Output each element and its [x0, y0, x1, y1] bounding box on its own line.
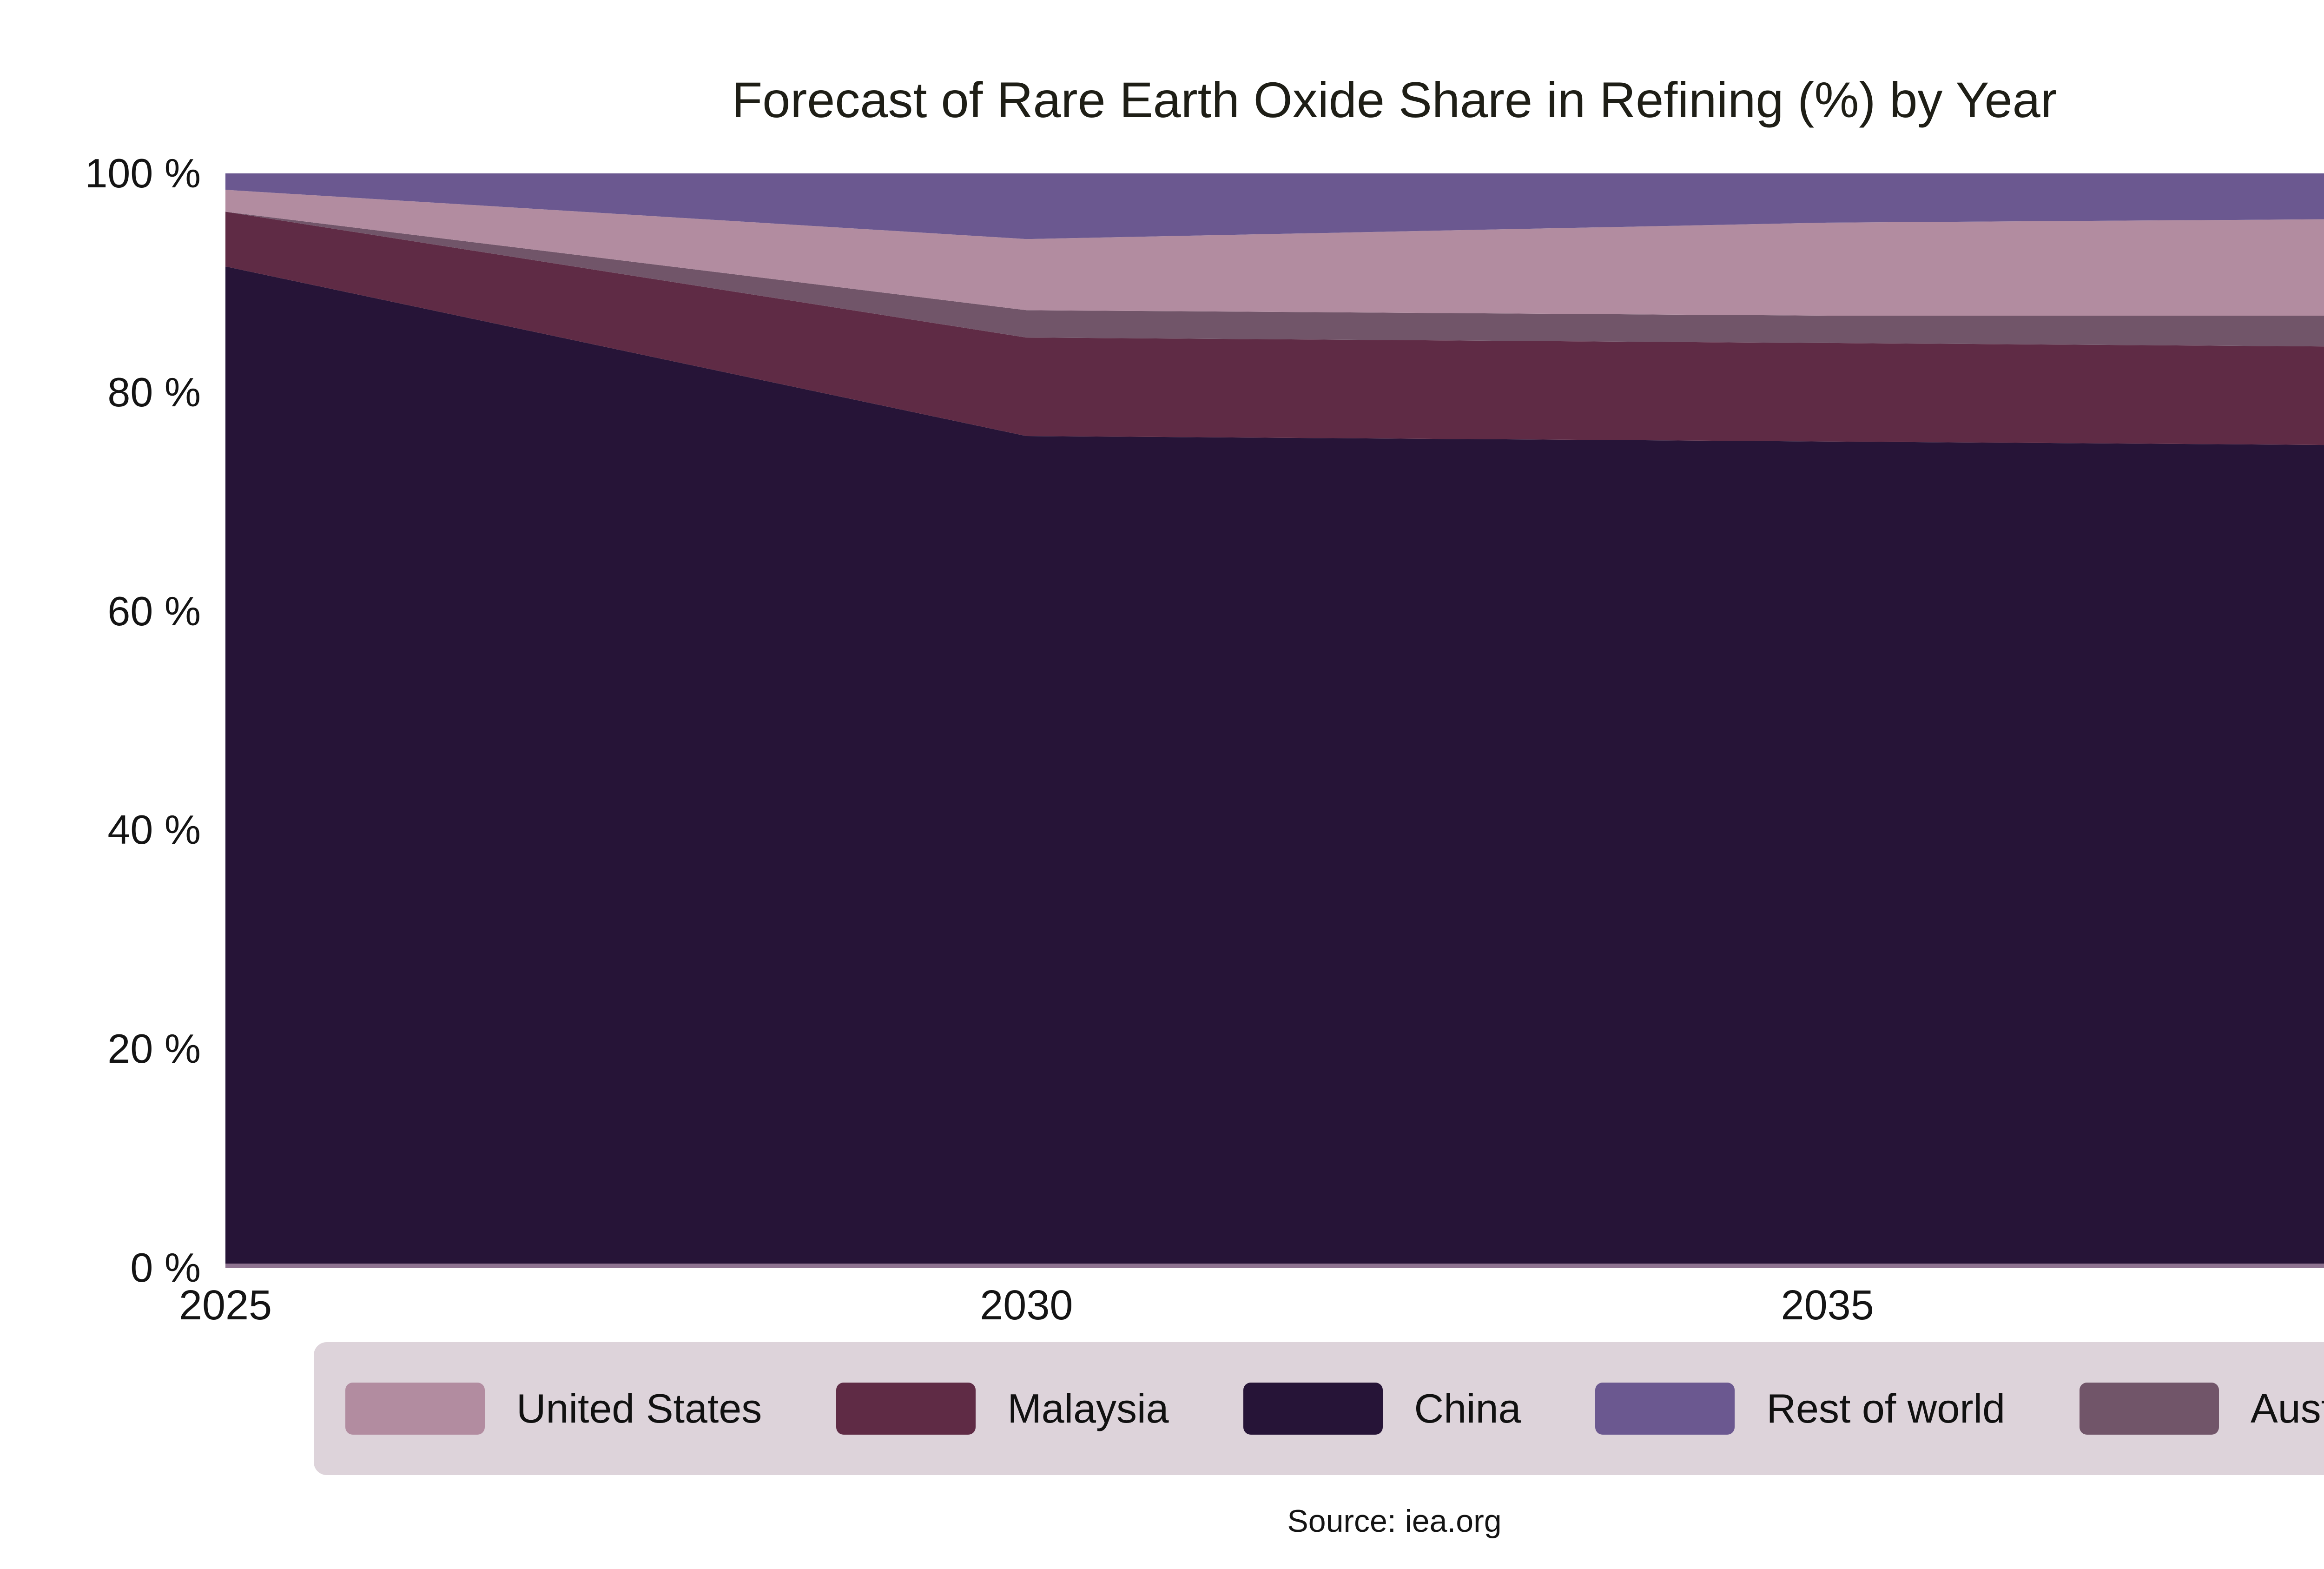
x-tick-label-2025: 2025 — [178, 1282, 272, 1329]
y-tick-label-20: 20 % — [107, 1026, 201, 1072]
legend-label-rest-of-world: Rest of world — [1766, 1385, 2006, 1431]
legend: United States Malaysia China Rest of world A… — [314, 1342, 2324, 1475]
legend-item-australia: Australia — [2080, 1383, 2324, 1435]
y-tick-label-80: 80 % — [107, 369, 201, 415]
legend-swatch-china — [1243, 1383, 1383, 1435]
legend-item-rest-of-world: Rest of world — [1595, 1383, 2005, 1435]
legend-swatch-rest-of-world — [1595, 1383, 1735, 1435]
legend-label-china: China — [1414, 1385, 1521, 1431]
chart-title: Forecast of Rare Earth Oxide Share in Re… — [732, 72, 2057, 128]
legend-label-australia: Australia — [2251, 1385, 2324, 1431]
legend-item-united-states: United States — [345, 1383, 762, 1435]
x-tick-label-2030: 2030 — [980, 1282, 1073, 1329]
y-tick-label-60: 60 % — [107, 588, 201, 634]
legend-item-malaysia: Malaysia — [836, 1383, 1169, 1435]
legend-swatch-australia — [2080, 1383, 2219, 1435]
area-series-rest-of-world — [225, 173, 2324, 239]
legend-label-united-states: United States — [516, 1385, 762, 1431]
x-axis-baseline — [225, 1264, 2324, 1268]
y-tick-label-0: 0 % — [130, 1245, 201, 1291]
legend-item-china: China — [1243, 1383, 1521, 1435]
source-note: Source: iea.org — [1287, 1503, 1502, 1539]
legend-swatch-united-states — [345, 1383, 485, 1435]
y-tick-label-40: 40 % — [107, 807, 201, 853]
y-tick-label-100: 100 % — [85, 150, 201, 196]
legend-label-malaysia: Malaysia — [1007, 1385, 1169, 1431]
area-series-united-states — [225, 190, 2324, 316]
legend-swatch-malaysia — [836, 1383, 976, 1435]
area-series-malaysia — [225, 212, 2324, 445]
area-series-australia — [225, 212, 2324, 347]
plot-area — [225, 173, 2324, 1268]
area-series-china — [225, 266, 2324, 1268]
stacked-area-chart — [225, 173, 2324, 1268]
x-tick-label-2035: 2035 — [1781, 1282, 1874, 1329]
